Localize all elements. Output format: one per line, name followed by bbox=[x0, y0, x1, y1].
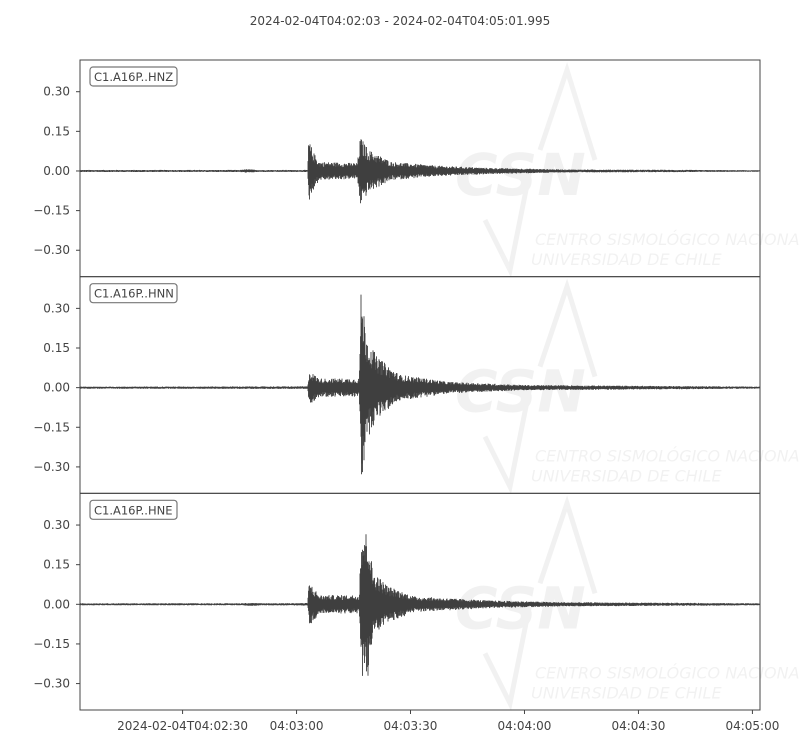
trace-label: C1.A16P..HNE bbox=[89, 499, 178, 520]
waveform-trace bbox=[79, 534, 760, 676]
y-tick-label: 0.15 bbox=[43, 558, 70, 572]
watermark-line1: CENTRO SISMOLÓGICO NACIONAL bbox=[535, 447, 800, 466]
x-tick-label: 04:05:00 bbox=[725, 719, 779, 733]
waveform-trace bbox=[79, 139, 760, 204]
x-tick-label: 2024-02-04T04:02:30 bbox=[117, 719, 248, 733]
trace-label: C1.A16P..HNZ bbox=[89, 66, 178, 87]
trace-panel: CSN CENTRO SISMOLÓGICO NACIONALUNIVERSIDA… bbox=[33, 492, 800, 711]
watermark-line1: CENTRO SISMOLÓGICO NACIONAL bbox=[535, 663, 800, 682]
watermark-wave bbox=[537, 495, 598, 595]
watermark-logo-text: CSN bbox=[455, 574, 586, 642]
trace-label-box bbox=[89, 499, 178, 520]
y-tick-label: −0.30 bbox=[33, 243, 70, 257]
trace-panel: CSN CENTRO SISMOLÓGICO NACIONALUNIVERSIDA… bbox=[33, 276, 800, 495]
y-tick-label: −0.15 bbox=[33, 204, 70, 218]
x-tick-label: 04:04:00 bbox=[498, 719, 552, 733]
watermark-line2: UNIVERSIDAD DE CHILE bbox=[531, 683, 722, 702]
trace-label-text: C1.A16P..HNN bbox=[94, 287, 174, 301]
y-tick-label: 0.30 bbox=[43, 301, 70, 315]
csn-watermark-logo: CSN CENTRO SISMOLÓGICO NACIONALUNIVERSIDA… bbox=[455, 278, 800, 495]
y-tick-label: 0.15 bbox=[43, 341, 70, 355]
x-tick-label: 04:04:30 bbox=[611, 719, 665, 733]
csn-watermark-logo: CSN CENTRO SISMOLÓGICO NACIONALUNIVERSIDA… bbox=[455, 61, 800, 278]
csn-watermark-logo: CSN CENTRO SISMOLÓGICO NACIONALUNIVERSIDA… bbox=[455, 495, 800, 711]
y-tick-label: 0.30 bbox=[43, 85, 70, 99]
panel-frame bbox=[79, 492, 761, 711]
watermark-line2: UNIVERSIDAD DE CHILE bbox=[531, 467, 722, 486]
y-tick-label: 0.15 bbox=[43, 124, 70, 138]
watermark-wave bbox=[537, 61, 598, 161]
y-tick-label: −0.15 bbox=[33, 420, 70, 434]
y-tick-label: 0.00 bbox=[43, 381, 70, 395]
watermark-wave bbox=[537, 278, 598, 378]
watermark-logo-text: CSN bbox=[455, 141, 586, 209]
y-tick-label: −0.15 bbox=[33, 637, 70, 651]
trace-label-box bbox=[89, 66, 178, 87]
trace-label: C1.A16P..HNN bbox=[89, 283, 178, 304]
watermark-wave bbox=[482, 602, 533, 711]
trace-label-box bbox=[89, 283, 178, 304]
y-tick-label: 0.00 bbox=[43, 597, 70, 611]
trace-label-text: C1.A16P..HNE bbox=[94, 503, 172, 517]
y-tick-label: 0.00 bbox=[43, 164, 70, 178]
watermark-line2: UNIVERSIDAD DE CHILE bbox=[531, 250, 722, 269]
watermark-line1: CENTRO SISMOLÓGICO NACIONAL bbox=[535, 230, 800, 249]
x-tick-label: 04:03:00 bbox=[270, 719, 324, 733]
trace-label-text: C1.A16P..HNZ bbox=[94, 70, 173, 84]
x-tick-label: 04:03:30 bbox=[384, 719, 438, 733]
trace-panel: CSN CENTRO SISMOLÓGICO NACIONALUNIVERSIDA… bbox=[33, 59, 800, 278]
chart-title: 2024-02-04T04:02:03 - 2024-02-04T04:05:0… bbox=[250, 14, 551, 28]
watermark-wave bbox=[482, 386, 533, 495]
y-tick-label: −0.30 bbox=[33, 460, 70, 474]
y-tick-label: −0.30 bbox=[33, 677, 70, 691]
watermark-logo-text: CSN bbox=[455, 358, 586, 426]
y-tick-label: 0.30 bbox=[43, 518, 70, 532]
watermark-wave bbox=[482, 169, 533, 278]
